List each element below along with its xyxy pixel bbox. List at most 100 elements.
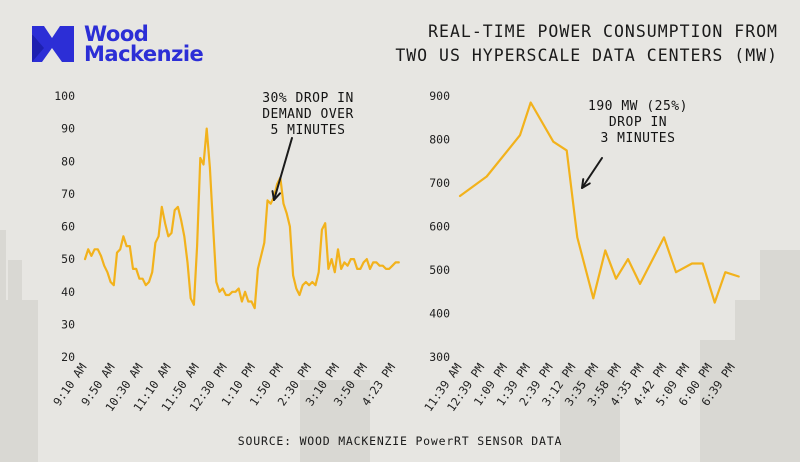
data-point xyxy=(675,271,677,273)
data-point xyxy=(103,265,105,267)
data-point xyxy=(391,265,393,267)
series-line xyxy=(458,101,740,304)
data-point xyxy=(222,287,224,290)
data-point xyxy=(193,304,195,306)
data-point xyxy=(231,291,233,293)
series-line xyxy=(83,127,400,310)
data-point xyxy=(180,219,182,221)
annotation-text: 3 MINUTES xyxy=(601,131,676,146)
data-point xyxy=(388,268,390,270)
data-point xyxy=(263,242,265,244)
data-point xyxy=(234,291,237,293)
data-point xyxy=(302,284,304,286)
chart-right: 300 400 500 600 700 800 900 11:39 AM 12:39 PM 1:0… xyxy=(410,80,780,425)
data-point xyxy=(459,195,461,197)
data-point xyxy=(382,265,384,267)
data-point xyxy=(206,128,208,130)
y-tick-label: 20 xyxy=(61,350,75,364)
data-point xyxy=(228,294,230,296)
data-point xyxy=(738,275,740,278)
y-tick-label: 80 xyxy=(61,154,75,168)
data-point xyxy=(356,268,358,270)
data-point xyxy=(238,287,240,290)
data-point xyxy=(334,271,336,273)
data-point xyxy=(97,248,99,250)
source-note: SOURCE: WOOD MACKENZIE PowerRT SENSOR DA… xyxy=(237,434,563,448)
data-point xyxy=(148,281,150,283)
y-tick-label: 50 xyxy=(61,252,75,266)
data-point xyxy=(151,271,153,273)
data-point xyxy=(343,261,345,263)
annotation-text: 30% DROP IN xyxy=(262,91,354,106)
data-point xyxy=(244,291,246,293)
data-point xyxy=(167,235,169,237)
data-point xyxy=(106,271,109,273)
y-tick-label: 90 xyxy=(61,122,75,136)
data-point xyxy=(366,258,368,260)
y-tick-label: 500 xyxy=(429,263,450,277)
annotation-text: DEMAND OVER xyxy=(262,107,354,122)
data-point xyxy=(519,134,521,136)
data-point xyxy=(212,225,214,228)
y-tick-label: 70 xyxy=(61,187,75,201)
data-point xyxy=(129,245,131,247)
brand-logo: Wood Mackenzie xyxy=(30,22,204,66)
data-point xyxy=(530,101,532,104)
data-point xyxy=(359,268,361,270)
data-point xyxy=(346,265,349,267)
data-point xyxy=(116,252,118,254)
data-point xyxy=(324,222,326,224)
data-point xyxy=(340,268,342,270)
data-point xyxy=(145,284,147,286)
data-point xyxy=(164,222,166,224)
data-point xyxy=(202,163,205,166)
data-point xyxy=(100,255,102,257)
data-point xyxy=(250,300,253,303)
y-tick-label: 800 xyxy=(429,133,450,147)
data-point xyxy=(311,281,313,283)
data-point xyxy=(592,297,594,299)
data-point xyxy=(110,281,112,283)
data-point xyxy=(257,268,259,270)
brand-logo-mark xyxy=(32,26,74,62)
data-point xyxy=(627,258,629,260)
data-point xyxy=(254,307,256,309)
data-point xyxy=(314,284,317,286)
chart-headline: REAL-TIME POWER CONSUMPTION FROM TWO US … xyxy=(358,20,778,68)
data-point xyxy=(375,261,377,263)
data-point xyxy=(714,302,716,304)
annotation-text: 190 MW (25%) xyxy=(588,99,688,114)
data-point xyxy=(486,175,488,178)
data-point xyxy=(378,265,381,267)
y-tick-label: 600 xyxy=(429,220,450,234)
data-point xyxy=(183,235,185,237)
data-point xyxy=(385,268,387,270)
data-point xyxy=(87,248,89,250)
data-point xyxy=(308,284,310,286)
data-point xyxy=(566,149,568,151)
data-point xyxy=(305,281,307,283)
data-point xyxy=(289,225,291,228)
data-point xyxy=(199,157,201,159)
data-point xyxy=(295,287,297,290)
data-point xyxy=(215,281,217,283)
data-point xyxy=(142,278,144,280)
data-point xyxy=(113,284,115,286)
data-point xyxy=(394,261,397,263)
data-point xyxy=(170,232,173,234)
data-point xyxy=(270,203,272,205)
data-point xyxy=(398,261,400,263)
brand-line-2: Mackenzie xyxy=(84,42,204,66)
y-tick-label: 400 xyxy=(429,307,450,321)
data-point xyxy=(241,300,243,303)
data-point xyxy=(119,248,121,250)
data-point xyxy=(321,229,323,231)
data-point xyxy=(218,291,221,293)
data-point xyxy=(209,167,211,169)
annotation-arrowhead xyxy=(581,178,591,189)
data-point xyxy=(177,206,179,208)
data-point xyxy=(190,297,192,299)
y-tick-label: 30 xyxy=(61,317,75,331)
data-point xyxy=(292,274,294,277)
